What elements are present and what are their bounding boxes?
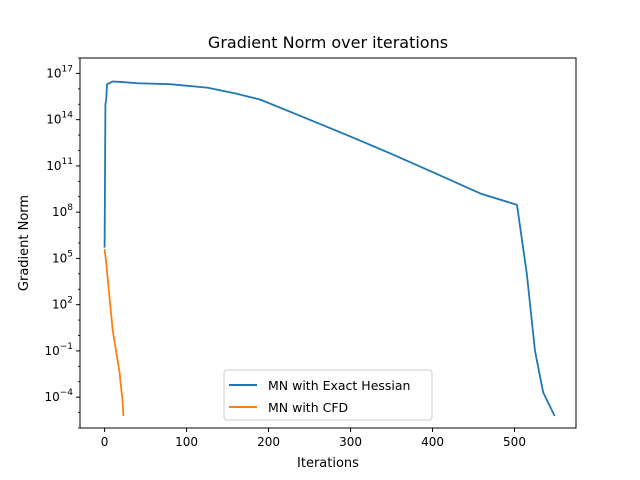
y-tick-label: 1011 xyxy=(46,157,73,173)
legend-label-exact-hessian: MN with Exact Hessian xyxy=(268,378,410,393)
x-axis-ticks: 0 100 200 300 400 500 xyxy=(101,428,526,449)
legend-box xyxy=(223,369,433,421)
series-layer xyxy=(103,80,556,417)
series-line-cfd xyxy=(103,249,125,417)
y-tick-label: 10−1 xyxy=(44,342,73,358)
x-tick-label: 0 xyxy=(101,435,109,449)
x-tick-label: 100 xyxy=(175,435,198,449)
y-axis-ticks: 10−4 10−1 102 105 108 1011 1014 1017 xyxy=(44,57,80,429)
y-tick-label: 108 xyxy=(52,203,73,219)
y-tick-label: 105 xyxy=(52,249,73,265)
x-tick-label: 400 xyxy=(421,435,444,449)
plot-area: 0 100 200 300 400 500 10−410−1102105108101110… xyxy=(44,57,577,449)
legend: MN with Exact Hessian MN with CFD xyxy=(223,369,433,421)
y-tick-label: 102 xyxy=(52,296,73,312)
x-tick-label: 200 xyxy=(257,435,280,449)
y-axis-label: Gradient Norm xyxy=(17,195,32,291)
x-tick-label: 500 xyxy=(503,435,526,449)
x-tick-label: 300 xyxy=(339,435,362,449)
y-tick-label: 1017 xyxy=(46,64,73,80)
legend-label-cfd: MN with CFD xyxy=(268,400,348,415)
chart-title: Gradient Norm over iterations xyxy=(208,33,448,52)
x-axis-label: Iterations xyxy=(297,456,359,471)
y-tick-label: 10−4 xyxy=(44,388,73,404)
series-line-exact-hessian xyxy=(103,80,556,417)
y-tick-label: 1014 xyxy=(46,111,73,127)
